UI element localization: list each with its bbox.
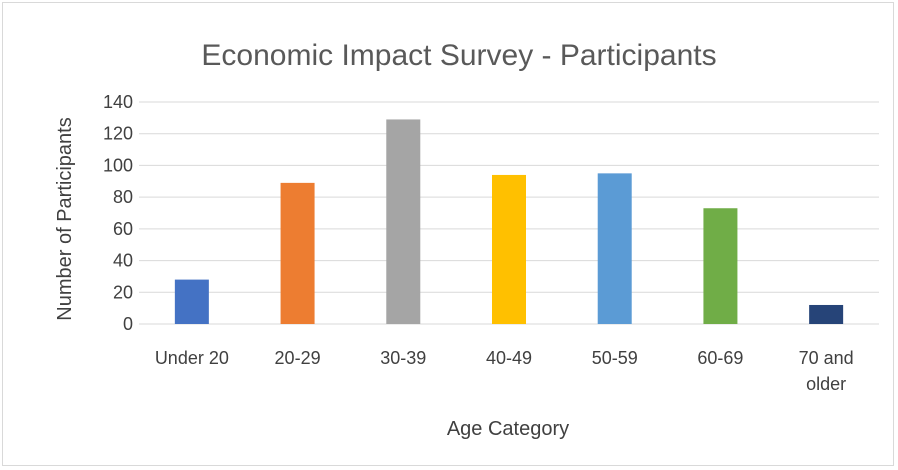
x-axis-label: Age Category bbox=[447, 418, 569, 440]
y-tick-label: 80 bbox=[113, 187, 133, 207]
y-tick-label: 140 bbox=[103, 92, 133, 112]
x-tick-label: Under 20 bbox=[155, 348, 229, 368]
bar-30-39 bbox=[386, 119, 421, 324]
bar-chart: Economic Impact Survey - Participants 0 2… bbox=[54, 39, 879, 440]
x-tick-label: 20-29 bbox=[275, 348, 321, 368]
bar-40-49 bbox=[492, 174, 526, 324]
x-tick-label: 50-59 bbox=[592, 348, 638, 368]
x-tick-label: 70 and bbox=[799, 348, 854, 368]
y-tick-label: 20 bbox=[113, 282, 133, 302]
y-tick-label: 40 bbox=[113, 251, 133, 271]
y-axis-label: Number of Participants bbox=[54, 117, 76, 320]
y-tick-labels: 0 20 40 60 80 100 120 140 bbox=[103, 92, 133, 334]
x-tick-label: 60-69 bbox=[697, 348, 743, 368]
y-tick-label: 60 bbox=[113, 219, 133, 239]
y-tick-label: 120 bbox=[103, 124, 133, 144]
bar-50-59 bbox=[597, 173, 632, 324]
x-tick-label: older bbox=[806, 374, 846, 394]
y-tick-label: 100 bbox=[103, 155, 133, 175]
x-tick-label: 40-49 bbox=[486, 348, 532, 368]
bars bbox=[174, 119, 844, 324]
x-tick-label: 30-39 bbox=[380, 348, 426, 368]
bar-60-69 bbox=[703, 208, 738, 324]
x-tick-labels: Under 20 20-29 30-39 40-49 50-59 60-69 70 and o… bbox=[155, 348, 854, 394]
chart-title: Economic Impact Survey - Participants bbox=[201, 39, 716, 72]
bar-70-and-older bbox=[809, 304, 844, 324]
bar-under-20 bbox=[174, 279, 209, 324]
bar-20-29 bbox=[280, 182, 315, 324]
y-tick-label: 0 bbox=[123, 314, 133, 334]
